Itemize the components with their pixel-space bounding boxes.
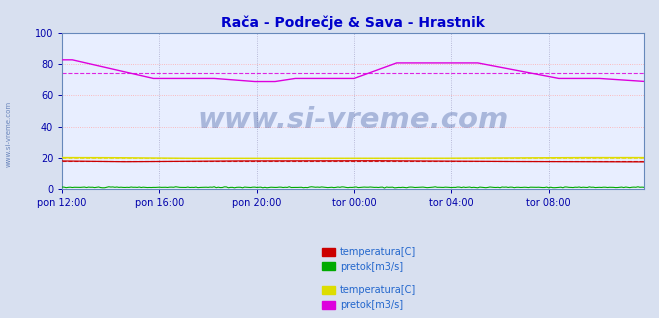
Title: Rača - Podrečje & Sava - Hrastnik: Rača - Podrečje & Sava - Hrastnik xyxy=(221,15,485,30)
Text: www.si-vreme.com: www.si-vreme.com xyxy=(5,100,12,167)
Legend: temperatura[C], pretok[m3/s]: temperatura[C], pretok[m3/s] xyxy=(322,285,416,310)
Text: www.si-vreme.com: www.si-vreme.com xyxy=(198,106,509,134)
Legend: temperatura[C], pretok[m3/s]: temperatura[C], pretok[m3/s] xyxy=(322,247,416,272)
